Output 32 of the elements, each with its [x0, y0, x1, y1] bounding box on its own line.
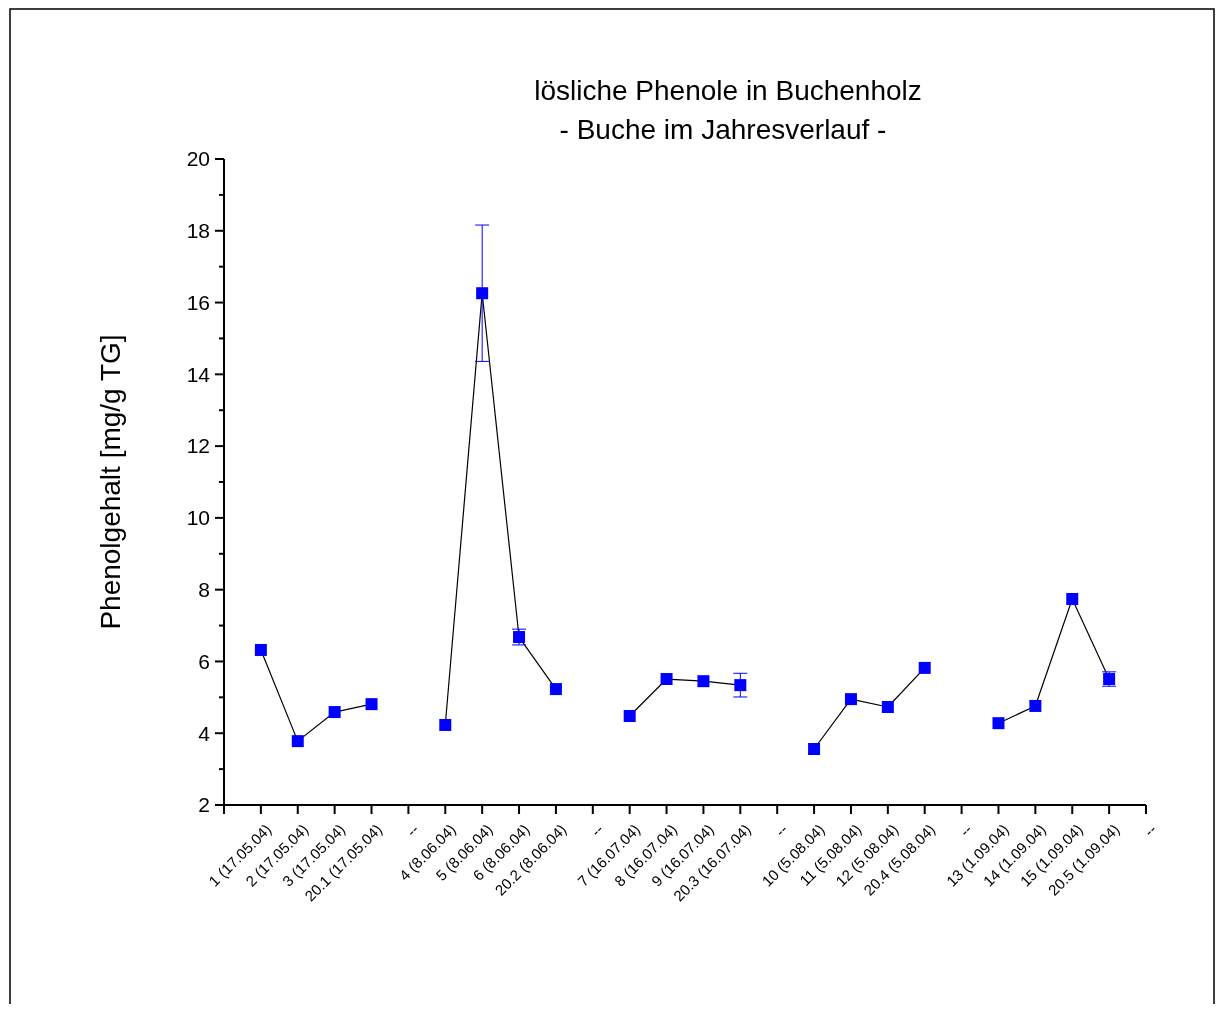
- chart-subtitle: - Buche im Jahresverlauf -: [559, 114, 887, 145]
- y-tick-label: 2: [198, 793, 210, 817]
- point: [365, 698, 378, 711]
- y-tick-label: 8: [198, 578, 210, 602]
- point: [1029, 699, 1042, 712]
- y-axis-title: Phenolgehalt [mg/g TG]: [95, 334, 126, 630]
- point: [844, 693, 857, 706]
- y-tick-label: 6: [198, 649, 210, 673]
- point: [697, 675, 710, 688]
- point: [808, 743, 821, 756]
- point: [291, 735, 304, 748]
- point: [660, 673, 673, 686]
- point: [623, 710, 636, 722]
- y-tick-label: 18: [186, 219, 210, 243]
- y-tick-label: 16: [186, 290, 210, 314]
- point: [328, 706, 341, 719]
- point: [549, 683, 562, 696]
- point: [1066, 593, 1079, 605]
- point: [254, 643, 267, 656]
- point: [439, 718, 452, 731]
- point: [476, 287, 489, 300]
- chart-title: lösliche Phenole in Buchenholz: [534, 75, 922, 106]
- y-tick-label: 4: [198, 721, 211, 745]
- point: [734, 679, 747, 692]
- x-tick-label: --: [1140, 820, 1160, 840]
- y-tick-label: 10: [186, 506, 210, 530]
- y-tick-label: 14: [186, 362, 211, 386]
- point: [918, 661, 931, 674]
- point: [881, 701, 894, 714]
- y-tick-label: 12: [186, 434, 210, 458]
- point: [992, 717, 1005, 730]
- y-tick-label: 20: [186, 147, 210, 171]
